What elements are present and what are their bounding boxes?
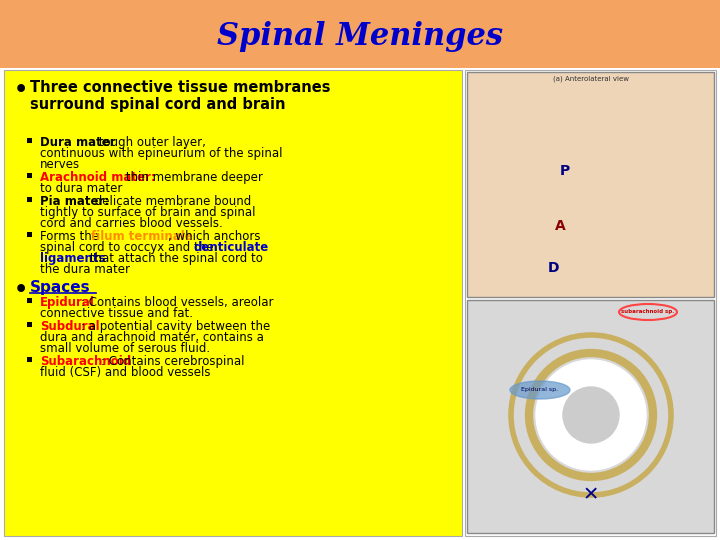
- FancyBboxPatch shape: [465, 70, 716, 536]
- FancyBboxPatch shape: [27, 173, 32, 178]
- Text: P: P: [560, 164, 570, 178]
- Circle shape: [536, 360, 646, 470]
- Text: •: •: [14, 80, 28, 100]
- Text: Spinal Meninges: Spinal Meninges: [217, 21, 503, 51]
- FancyBboxPatch shape: [4, 70, 462, 536]
- FancyBboxPatch shape: [467, 72, 714, 297]
- FancyBboxPatch shape: [27, 298, 32, 303]
- Text: Three connective tissue membranes
surround spinal cord and brain: Three connective tissue membranes surrou…: [30, 80, 330, 112]
- Text: Arachnoid mater:: Arachnoid mater:: [40, 171, 156, 184]
- Ellipse shape: [510, 381, 570, 399]
- Text: to dura mater: to dura mater: [40, 182, 122, 195]
- Text: tightly to surface of brain and spinal: tightly to surface of brain and spinal: [40, 206, 256, 219]
- Text: spinal cord to coccyx and the: spinal cord to coccyx and the: [40, 241, 217, 254]
- Text: : tough outer layer,: : tough outer layer,: [91, 136, 206, 149]
- Text: Spaces: Spaces: [30, 280, 91, 295]
- Text: subarachnoid sp.: subarachnoid sp.: [621, 309, 675, 314]
- Text: thin membrane deeper: thin membrane deeper: [122, 171, 263, 184]
- Text: Dura mater: Dura mater: [40, 136, 116, 149]
- Text: (a) Anterolateral view: (a) Anterolateral view: [553, 75, 629, 82]
- Text: filum terminale: filum terminale: [91, 230, 193, 243]
- Text: that attach the spinal cord to: that attach the spinal cord to: [86, 252, 263, 265]
- FancyBboxPatch shape: [0, 0, 720, 68]
- Circle shape: [563, 387, 619, 443]
- Text: delicate membrane bound: delicate membrane bound: [91, 195, 251, 208]
- Text: Epidural: Epidural: [40, 296, 95, 309]
- FancyBboxPatch shape: [27, 357, 32, 362]
- Text: •: •: [14, 280, 28, 300]
- Text: : a potential cavity between the: : a potential cavity between the: [81, 320, 270, 333]
- Text: fluid (CSF) and blood vessels: fluid (CSF) and blood vessels: [40, 366, 210, 379]
- Text: A: A: [555, 219, 566, 233]
- FancyBboxPatch shape: [27, 232, 32, 237]
- Text: dura and arachnoid mater, contains a: dura and arachnoid mater, contains a: [40, 331, 264, 344]
- Text: Forms the: Forms the: [40, 230, 103, 243]
- FancyBboxPatch shape: [27, 197, 32, 202]
- Text: Subarachnoid: Subarachnoid: [40, 355, 131, 368]
- Text: denticulate: denticulate: [193, 241, 269, 254]
- Text: : Contains cerebrospinal: : Contains cerebrospinal: [102, 355, 245, 368]
- Text: , which anchors: , which anchors: [168, 230, 260, 243]
- Text: Subdural: Subdural: [40, 320, 99, 333]
- Text: cord and carries blood vessels.: cord and carries blood vessels.: [40, 217, 222, 230]
- FancyBboxPatch shape: [467, 300, 714, 533]
- Text: Epidural sp.: Epidural sp.: [521, 388, 559, 393]
- Text: connective tissue and fat.: connective tissue and fat.: [40, 307, 193, 320]
- Text: the dura mater: the dura mater: [40, 263, 130, 276]
- Text: nerves: nerves: [40, 158, 80, 171]
- FancyBboxPatch shape: [27, 322, 32, 327]
- Text: ✕: ✕: [582, 485, 599, 504]
- FancyBboxPatch shape: [27, 138, 32, 143]
- Text: Pia mater:: Pia mater:: [40, 195, 109, 208]
- Text: continuous with epineurium of the spinal: continuous with epineurium of the spinal: [40, 147, 282, 160]
- Text: : Contains blood vessels, areolar: : Contains blood vessels, areolar: [81, 296, 274, 309]
- Text: D: D: [548, 261, 559, 275]
- Text: small volume of serous fluid.: small volume of serous fluid.: [40, 342, 210, 355]
- Text: ligaments: ligaments: [40, 252, 106, 265]
